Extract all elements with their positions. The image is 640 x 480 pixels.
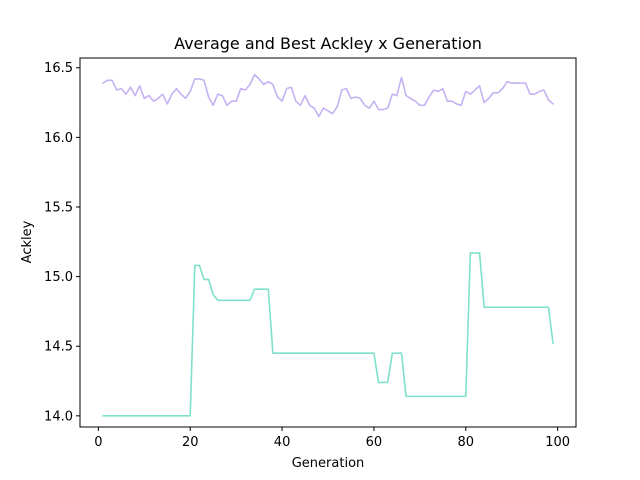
series-line-1 bbox=[102, 73, 554, 118]
x-axis: 0 20 40 60 80 100 bbox=[94, 427, 570, 450]
x-tick-label: 20 bbox=[182, 435, 199, 450]
x-tick-label: 100 bbox=[545, 435, 570, 450]
y-axis: 14.0 14.5 15.0 15.5 16.0 16.5 bbox=[44, 61, 80, 424]
y-tick-label: 15.5 bbox=[44, 200, 73, 215]
x-tick-label: 80 bbox=[458, 435, 475, 450]
y-tick-label: 14.5 bbox=[44, 340, 73, 355]
plot-frame bbox=[79, 57, 577, 428]
chart-title: Average and Best Ackley x Generation bbox=[174, 34, 482, 53]
y-axis-label: Ackley bbox=[20, 220, 35, 263]
series-line-2 bbox=[102, 252, 554, 417]
y-tick-label: 15.0 bbox=[44, 270, 73, 285]
x-tick-label: 40 bbox=[274, 435, 291, 450]
x-tick-label: 60 bbox=[366, 435, 383, 450]
plot-area bbox=[102, 73, 554, 417]
y-tick-label: 14.0 bbox=[44, 409, 73, 424]
y-tick-label: 16.5 bbox=[44, 61, 73, 76]
y-tick-label: 16.0 bbox=[44, 131, 73, 146]
x-tick-label: 0 bbox=[94, 435, 102, 450]
x-axis-label: Generation bbox=[292, 456, 365, 471]
